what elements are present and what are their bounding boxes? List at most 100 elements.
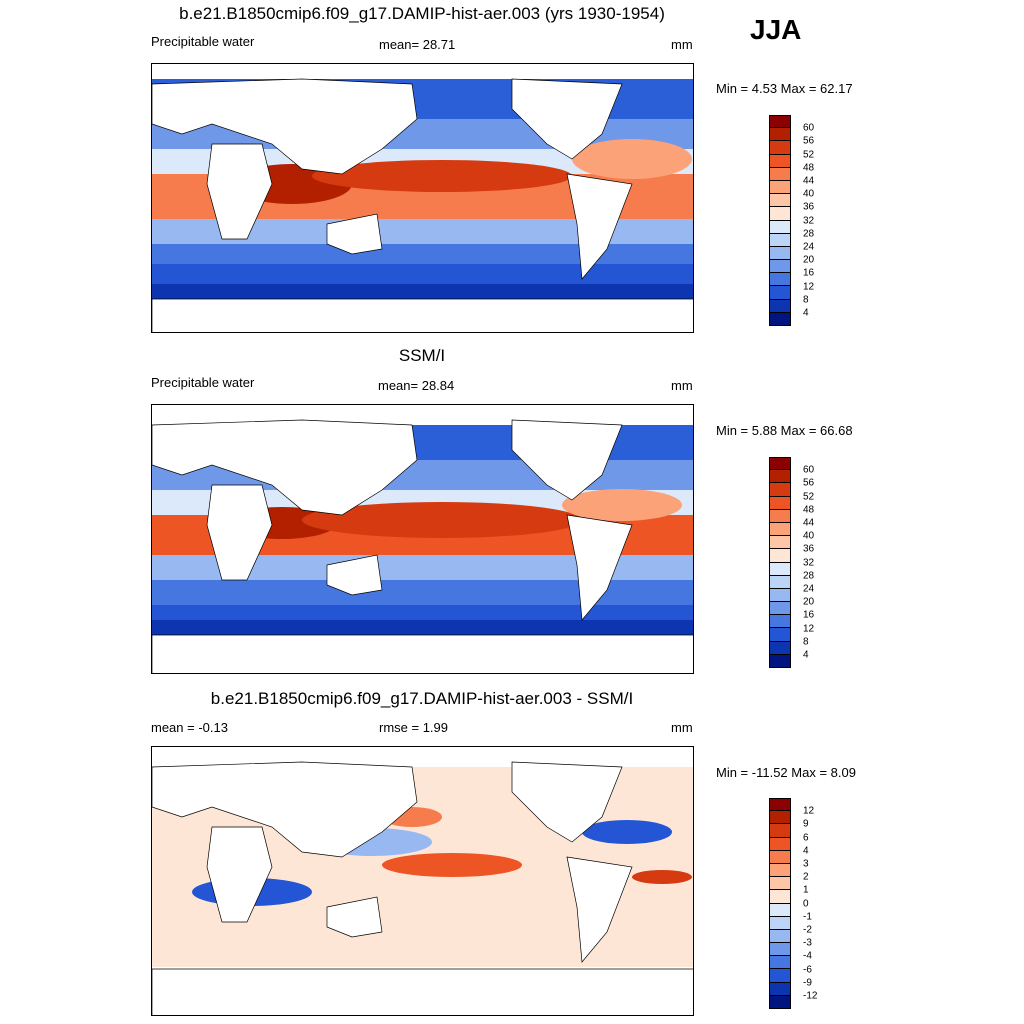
colorbar-tick-label: 1: [803, 884, 809, 896]
colorbar-swatch: [769, 588, 791, 603]
colorbar-tick-label: -3: [803, 937, 812, 949]
colorbar-swatch: [769, 509, 791, 523]
colorbar-tick-label: 8: [803, 294, 809, 306]
colorbar-tick-label: 12: [803, 805, 815, 817]
colorbar-swatch: [769, 641, 791, 655]
colorbar-tick-label: 52: [803, 149, 815, 161]
colorbar-tick-label: 36: [803, 201, 815, 213]
precipitable-water-map: [152, 405, 693, 673]
panel-title: SSM/I: [398, 346, 446, 365]
colorbar-swatch: [769, 115, 791, 129]
colorbar-tick-label: 4: [803, 649, 809, 661]
colorbar-swatch: [769, 483, 791, 497]
colorbar-swatch: [769, 141, 791, 155]
colorbar-tick-label: -1: [803, 911, 812, 923]
colorbar: [769, 798, 791, 1009]
colorbar-tick-label: 16: [803, 267, 815, 279]
field-label: Precipitable water: [151, 375, 255, 390]
colorbar-swatch: [769, 575, 791, 589]
precipitable-water-map: [152, 64, 693, 332]
minmax-label: Min = -11.52 Max = 8.09: [716, 765, 856, 780]
minmax-label: Min = 4.53 Max = 62.17: [716, 81, 853, 96]
colorbar-swatch: [769, 824, 791, 838]
map-panel: [151, 404, 694, 674]
colorbar-tick-label: 24: [803, 241, 815, 253]
colorbar-tick-label: 60: [803, 122, 815, 134]
colorbar-swatch: [769, 903, 791, 917]
colorbar-tick-label: 56: [803, 135, 815, 147]
colorbar-swatch: [769, 522, 791, 537]
colorbar-tick-label: 40: [803, 188, 815, 200]
minmax-label: Min = 5.88 Max = 66.68: [716, 423, 853, 438]
map-panel: [151, 746, 694, 1016]
colorbar-tick-label: 0: [803, 898, 809, 910]
colorbar-swatch: [769, 602, 791, 616]
colorbar-tick-label: 2: [803, 871, 809, 883]
colorbar-swatch: [769, 457, 791, 471]
colorbar-swatch: [769, 995, 791, 1009]
colorbar-tick-label: -9: [803, 977, 812, 989]
colorbar-tick-label: -4: [803, 950, 812, 962]
colorbar-swatch: [769, 837, 791, 851]
colorbar-tick-label: 6: [803, 832, 809, 844]
units-label: mm: [671, 378, 693, 393]
colorbar-tick-label: 8: [803, 636, 809, 648]
colorbar-swatch: [769, 194, 791, 208]
colorbar-swatch: [769, 863, 791, 878]
mean-label: mean= 28.71: [379, 37, 456, 52]
colorbar-tick-label: 48: [803, 504, 815, 516]
colorbar: [769, 115, 791, 326]
colorbar-swatch: [769, 982, 791, 996]
colorbar-swatch: [769, 496, 791, 510]
colorbar-tick-label: 28: [803, 570, 815, 582]
colorbar-swatch: [769, 811, 791, 825]
colorbar-tick-label: 4: [803, 845, 809, 857]
colorbar-tick-label: 20: [803, 596, 815, 608]
colorbar-tick-label: 44: [803, 517, 815, 529]
colorbar-swatch: [769, 956, 791, 970]
colorbar-tick-label: 20: [803, 254, 815, 266]
colorbar-tick-label: 9: [803, 818, 809, 830]
colorbar-swatch: [769, 549, 791, 563]
colorbar-tick-label: 28: [803, 228, 815, 240]
colorbar-tick-label: 44: [803, 175, 815, 187]
panel-title: b.e21.B1850cmip6.f09_g17.DAMIP-hist-aer.…: [179, 4, 665, 23]
colorbar-swatch: [769, 654, 791, 668]
colorbar-tick-label: 16: [803, 609, 815, 621]
difference-map: [152, 747, 693, 1015]
colorbar-tick-label: 32: [803, 215, 815, 227]
colorbar-swatch: [769, 128, 791, 142]
field-label: Precipitable water: [151, 34, 255, 49]
mean-label: mean= 28.84: [378, 378, 455, 393]
colorbar-swatch: [769, 220, 791, 234]
rmse-label: rmse = 1.99: [379, 720, 449, 735]
colorbar-swatch: [769, 167, 791, 181]
units-label: mm: [671, 37, 693, 52]
colorbar-swatch: [769, 916, 791, 930]
colorbar-swatch: [769, 246, 791, 261]
colorbar-tick-label: 36: [803, 543, 815, 555]
colorbar-swatch: [769, 615, 791, 629]
colorbar-swatch: [769, 260, 791, 274]
colorbar-swatch: [769, 299, 791, 313]
colorbar-swatch: [769, 312, 791, 326]
colorbar-tick-label: 32: [803, 557, 815, 569]
colorbar-tick-label: 12: [803, 281, 815, 293]
units-label: mm: [671, 720, 693, 735]
colorbar-tick-label: -2: [803, 924, 812, 936]
colorbar-swatch: [769, 798, 791, 812]
colorbar-tick-label: 24: [803, 583, 815, 595]
colorbar-swatch: [769, 470, 791, 484]
colorbar-tick-label: -12: [803, 990, 818, 1002]
colorbar-swatch: [769, 850, 791, 864]
colorbar-tick-label: 3: [803, 858, 809, 870]
colorbar-tick-label: 40: [803, 530, 815, 542]
colorbar-swatch: [769, 628, 791, 642]
colorbar-swatch: [769, 536, 791, 550]
colorbar-tick-label: 52: [803, 491, 815, 503]
colorbar-swatch: [769, 890, 791, 904]
colorbar-tick-label: 4: [803, 307, 809, 319]
colorbar-tick-label: 48: [803, 162, 815, 174]
colorbar-tick-label: 56: [803, 477, 815, 489]
colorbar-tick-label: 12: [803, 623, 815, 635]
